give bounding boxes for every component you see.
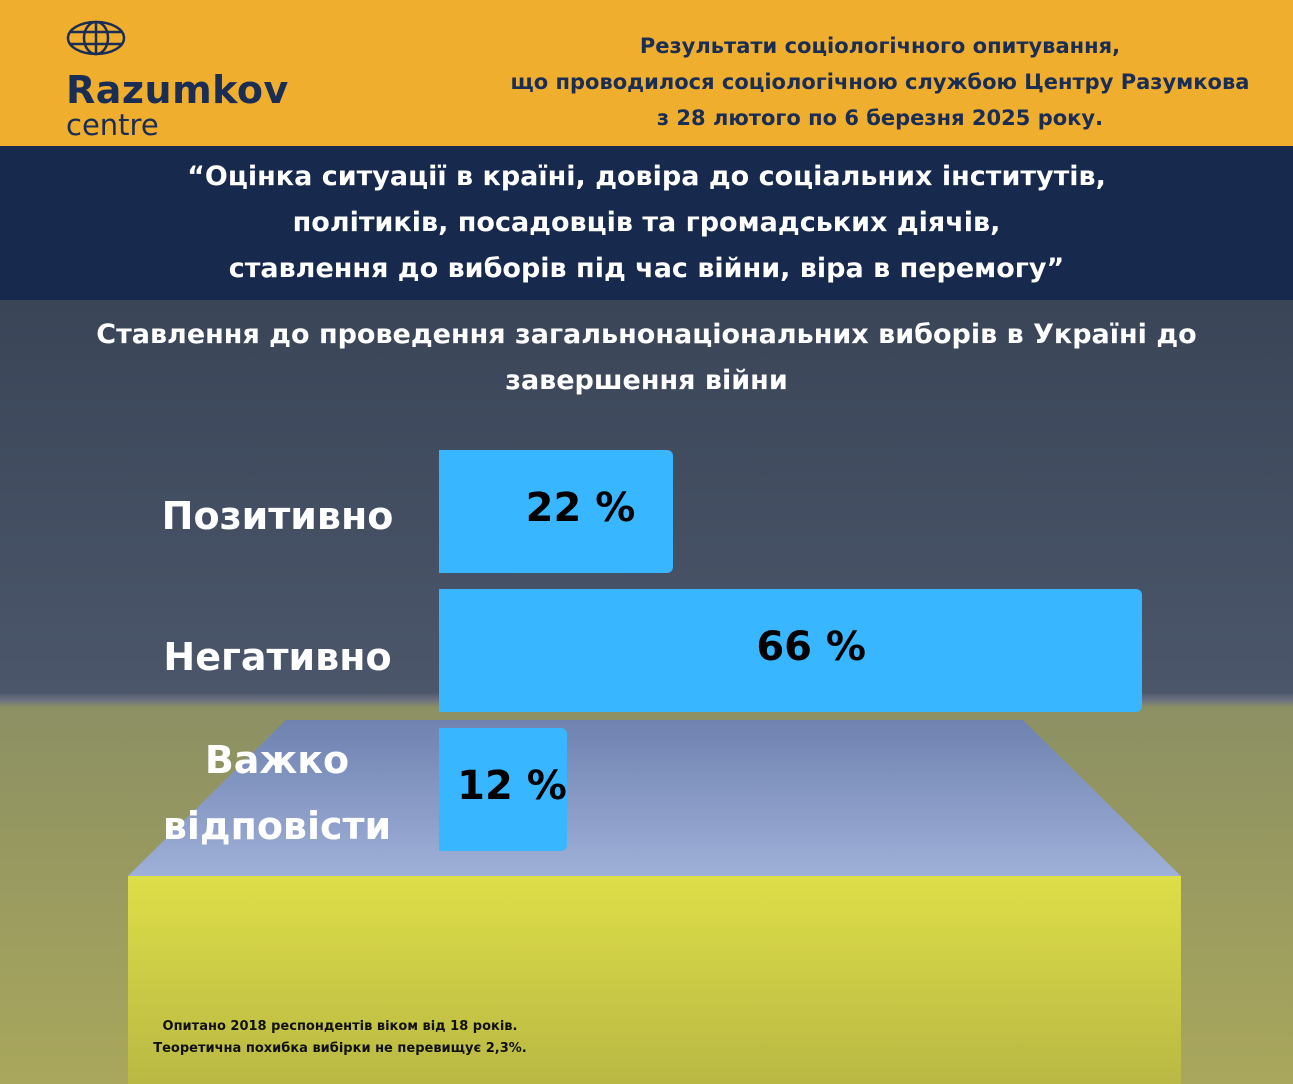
data-label: 66 % [756,624,866,670]
ballot-box-front [128,876,1181,1084]
category-label: Позитивно [161,494,394,538]
survey-line: з 28 лютого по 6 березня 2025 року. [656,106,1104,130]
survey-info: Результати соціологічного опитування, що… [490,28,1270,136]
globe-icon [66,20,126,56]
footnote: Опитано 2018 респондентів віком від 18 р… [130,1016,550,1060]
chart-title: Ставлення до проведення загальнонаціонал… [96,319,1197,396]
data-label: 22 % [525,485,636,531]
banner-line: політиків, посадовців та громадських дія… [292,207,1001,238]
category-label: Негативно [163,635,392,679]
survey-line: Результати соціологічного опитування, [639,34,1121,58]
footnote-line: Опитано 2018 респондентів віком від 18 р… [162,1019,518,1034]
footnote-line: Теоретична похибка вибірки не перевищує … [153,1041,527,1056]
logo-subtitle: centre [66,108,159,142]
data-label: 12 % [457,763,567,809]
survey-title-banner: “Оцінка ситуації в країні, довіра до соц… [0,146,1293,300]
ballot-box-top [128,720,1181,876]
banner-line: “Оцінка ситуації в країні, довіра до соц… [187,161,1106,192]
logo-name: Razumkov [66,68,289,112]
bar-3: 12 % [439,728,567,851]
bar-2: 66 % [439,589,1142,712]
header: Razumkov centre Результати соціологічног… [0,0,1293,146]
category-label: Важко відповісти [162,738,392,848]
bar-1: 22 % [439,450,674,573]
survey-line: що проводилося соціологічною службою Цен… [510,70,1250,94]
banner-line: ставлення до виборів під час війни, віра… [228,253,1065,284]
